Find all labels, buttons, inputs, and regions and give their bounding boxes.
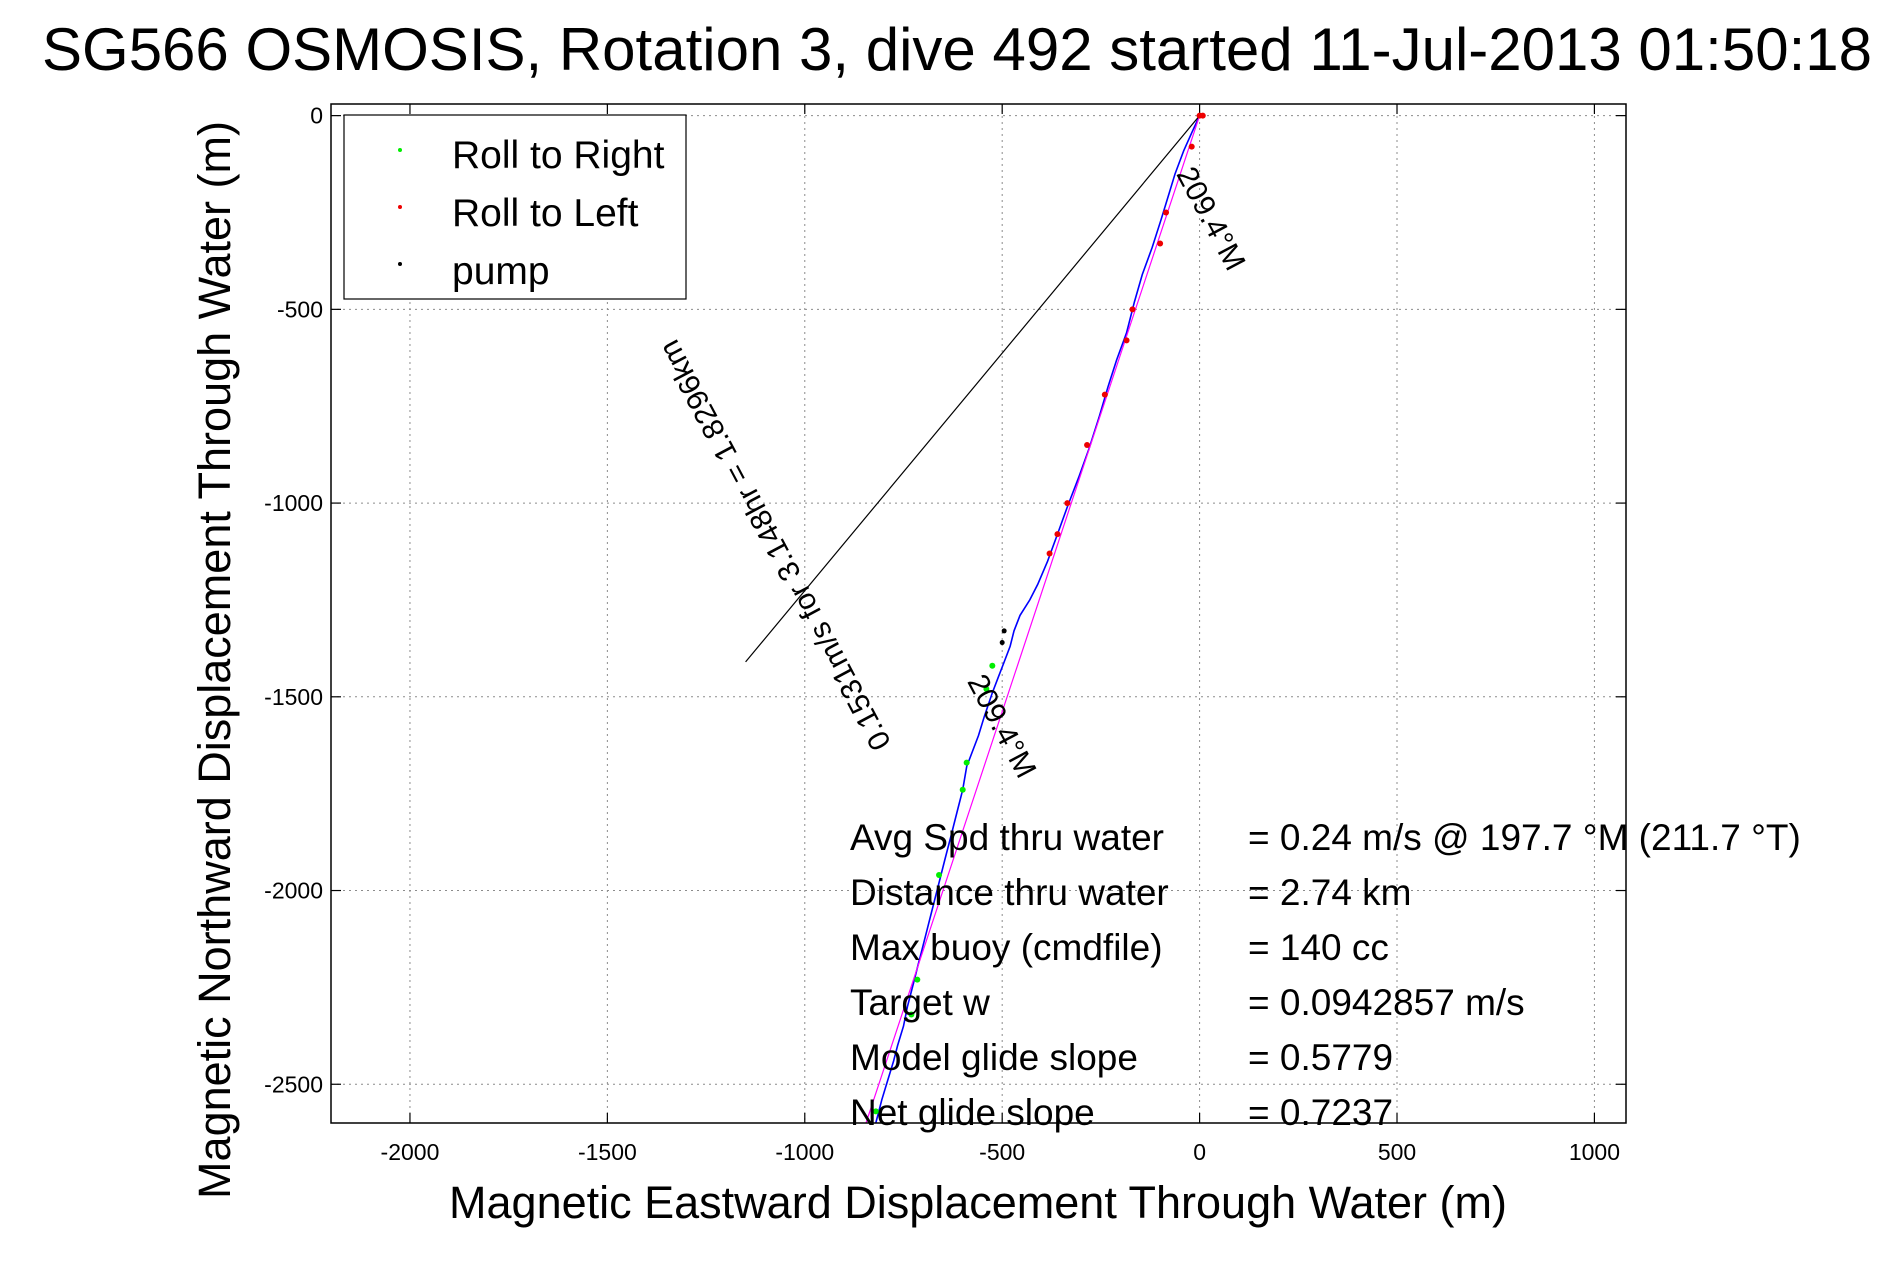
stats-block: Avg Spd thru water = 0.24 m/s @ 197.7 °M…	[850, 817, 1801, 1133]
y-tick-label: -500	[277, 296, 323, 322]
x-tick-label: -500	[979, 1139, 1025, 1165]
y-tick-label: -2000	[264, 878, 323, 904]
marker-roll-right	[914, 976, 921, 983]
annotations-layer: 0.1531m/s for 3.148hr = 1.8296km 209.4°M 2…	[653, 161, 1252, 783]
legend-label-roll-right: Roll to Right	[452, 134, 665, 177]
stat-label-target-w: Target w	[850, 982, 990, 1023]
x-tick-label: 500	[1378, 1139, 1416, 1165]
chart-title: SG566 OSMOSIS, Rotation 3, dive 492 star…	[42, 16, 1872, 83]
markers-layer	[872, 112, 1206, 1115]
marker-roll-right	[908, 1011, 915, 1018]
marker-roll-right	[989, 662, 996, 669]
marker-roll-left	[1157, 240, 1164, 247]
x-tick-label: 1000	[1569, 1139, 1620, 1165]
y-tick-label: -2500	[264, 1071, 323, 1097]
marker-roll-left	[1123, 337, 1130, 344]
marker-roll-left	[1188, 143, 1195, 150]
stat-value-distance: = 2.74 km	[1248, 872, 1412, 913]
stat-label-distance: Distance thru water	[850, 872, 1169, 913]
legend-label-roll-left: Roll to Left	[452, 192, 639, 235]
marker-roll-left	[1054, 531, 1061, 538]
marker-roll-left	[1101, 391, 1108, 398]
y-axis-label: Magnetic Northward Displacement Through …	[189, 121, 240, 1199]
marker-roll-right	[983, 686, 990, 693]
marker-roll-left	[1129, 306, 1136, 313]
y-tick-labels: 0 -500 -1000 -1500 -2000 -2500	[264, 103, 323, 1098]
x-tick-label: -1500	[578, 1139, 637, 1165]
marker-roll-right	[963, 759, 970, 766]
x-tick-label: -2000	[381, 1139, 440, 1165]
annotation-label: 209.4°M	[961, 669, 1043, 783]
marker-roll-right	[959, 786, 966, 793]
series-line-heading	[745, 115, 1201, 663]
y-tick-label: -1000	[264, 490, 323, 516]
stat-value-avg-speed: = 0.24 m/s @ 197.7 °M (211.7 °T)	[1248, 817, 1801, 858]
legend-marker-pump	[398, 262, 402, 266]
x-tick-labels: -2000 -1500 -1000 -500 0 500 1000	[381, 1139, 1620, 1165]
x-tick-label: 0	[1193, 1139, 1206, 1165]
annotation-label: 209.4°M	[1170, 161, 1252, 275]
y-tick-label: -1500	[264, 684, 323, 710]
stat-value-net-glide: = 0.7237	[1248, 1092, 1393, 1133]
marker-pump	[999, 640, 1005, 646]
x-tick-label: -1000	[775, 1139, 834, 1165]
legend: Roll to Right Roll to Left pump	[343, 114, 687, 300]
marker-roll-right	[872, 1108, 879, 1115]
marker-roll-left	[1084, 441, 1091, 448]
legend-marker-roll-left	[398, 205, 402, 209]
annotation-label: 0.1531m/s for 3.148hr = 1.8296km	[653, 334, 898, 755]
y-tick-label: 0	[310, 103, 323, 129]
marker-roll-left	[1163, 209, 1170, 216]
series-line-track	[875, 115, 1201, 1124]
marker-roll-left	[1199, 112, 1206, 119]
stat-label-net-glide: Net glide slope	[850, 1092, 1095, 1133]
stat-label-model-glide: Model glide slope	[850, 1037, 1138, 1078]
stat-label-max-buoy: Max buoy (cmdfile)	[850, 927, 1163, 968]
plot-frame	[330, 103, 1627, 1124]
marker-roll-left	[1046, 550, 1053, 557]
series-line-target	[865, 115, 1201, 1124]
series-layer	[745, 115, 1201, 1124]
x-axis-label: Magnetic Eastward Displacement Through W…	[449, 1177, 1507, 1228]
stat-value-max-buoy: = 140 cc	[1248, 927, 1389, 968]
stat-label-avg-speed: Avg Spd thru water	[850, 817, 1164, 858]
stat-value-target-w: = 0.0942857 m/s	[1248, 982, 1525, 1023]
marker-roll-right	[936, 872, 943, 879]
legend-label-pump: pump	[452, 250, 550, 293]
marker-pump	[1001, 628, 1007, 634]
marker-roll-left	[1064, 500, 1071, 507]
stat-value-model-glide: = 0.5779	[1248, 1037, 1393, 1078]
legend-marker-roll-right	[398, 148, 402, 152]
